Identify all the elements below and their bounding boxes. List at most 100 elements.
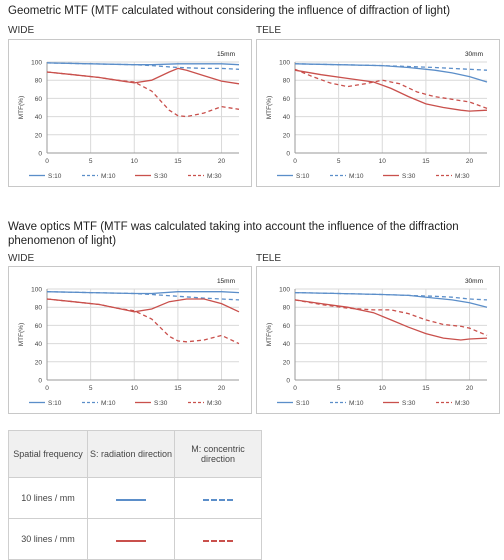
y-tick-label: 40	[283, 114, 291, 121]
tele-label-bottom: TELE	[256, 253, 282, 264]
series-line-m-10	[46, 291, 240, 301]
y-tick-label: 0	[286, 151, 290, 158]
legend-label: M:10	[101, 400, 116, 407]
x-tick-label: 20	[218, 385, 226, 392]
y-tick-label: 80	[35, 78, 43, 85]
legend-label: S:30	[154, 400, 168, 407]
wave-mtf-heading-line2: phenomenon of light)	[8, 235, 117, 247]
focal-length-label: 15mm	[217, 51, 235, 58]
y-tick-label: 60	[35, 323, 43, 330]
series-line-m-30	[46, 71, 240, 118]
legend-label: M:10	[349, 400, 364, 407]
series-line-m-30	[294, 299, 488, 336]
y-tick-label: 80	[283, 305, 291, 312]
concentric-30-swatch	[203, 540, 233, 542]
geometric-wide-chart: 0 20 40 60 80 100 0 5 10 15 20 MTF(%) 15mm S:10 M:10 S:…	[8, 39, 252, 187]
y-tick-label: 40	[35, 114, 43, 121]
y-axis-label: MTF(%)	[266, 96, 273, 119]
concentric-10-swatch	[203, 499, 233, 501]
wave-wide-chart: 0 20 40 60 80 100 0 5 10 15 20 MTF(%) 15mm S:10 M:10 S:…	[8, 266, 252, 414]
legend-swatch-cell	[87, 518, 175, 560]
legend-row-30: 30 lines / mm	[8, 518, 262, 560]
geometric-mtf-heading: Geometric MTF (MTF calculated without co…	[8, 5, 451, 17]
legend-label: S:10	[48, 400, 62, 407]
x-tick-label: 0	[45, 385, 49, 392]
y-tick-label: 60	[35, 96, 43, 103]
series-line-s-30	[46, 67, 240, 85]
focal-length-label: 30mm	[465, 278, 483, 285]
y-tick-label: 80	[35, 305, 43, 312]
legend-header-row: Spatial frequency S: radiation direction…	[8, 430, 262, 478]
y-tick-label: 0	[286, 378, 290, 385]
legend-row-label: 30 lines / mm	[8, 518, 88, 560]
radiation-10-swatch	[116, 499, 146, 501]
legend-label: M:30	[455, 400, 470, 407]
y-tick-label: 20	[35, 132, 43, 139]
legend-row-10: 10 lines / mm	[8, 477, 262, 519]
y-tick-label: 100	[31, 60, 42, 67]
tele-label-top: TELE	[256, 25, 282, 36]
y-tick-label: 0	[38, 378, 42, 385]
x-tick-label: 10	[131, 158, 139, 165]
header-concentric-direction: M: concentric direction	[174, 430, 262, 478]
y-tick-label: 20	[283, 132, 291, 139]
x-tick-label: 15	[422, 158, 430, 165]
geometric-tele-chart: 0 20 40 60 80 100 0 5 10 15 20 MTF(%) 30mm S:10 M:10 S:…	[256, 39, 500, 187]
y-tick-label: 20	[35, 359, 43, 366]
y-axis-label: MTF(%)	[266, 323, 273, 346]
x-tick-label: 10	[131, 385, 139, 392]
series-line-m-30	[294, 68, 488, 110]
legend-label: S:30	[402, 173, 416, 180]
y-tick-label: 60	[283, 323, 291, 330]
x-tick-label: 20	[218, 158, 226, 165]
legend-swatch-cell	[87, 477, 175, 519]
series-line-s-30	[46, 298, 240, 313]
x-tick-label: 0	[45, 158, 49, 165]
series-line-s-10	[294, 63, 488, 83]
y-tick-label: 80	[283, 78, 291, 85]
focal-length-label: 30mm	[465, 51, 483, 58]
series-line-m-10	[294, 291, 488, 301]
legend-label: M:10	[101, 173, 116, 180]
series-line-m-30	[46, 298, 240, 345]
focal-length-label: 15mm	[217, 278, 235, 285]
y-tick-label: 100	[279, 60, 290, 67]
series-line-m-10	[294, 63, 488, 71]
radiation-30-swatch	[116, 540, 146, 542]
y-tick-label: 60	[283, 96, 291, 103]
legend-swatch-cell	[174, 518, 262, 560]
x-tick-label: 20	[466, 158, 474, 165]
x-tick-label: 0	[293, 158, 297, 165]
line-legend-table: Spatial frequency S: radiation direction…	[8, 430, 262, 560]
legend-label: S:30	[154, 173, 168, 180]
x-tick-label: 10	[379, 158, 387, 165]
legend-label: S:30	[402, 400, 416, 407]
header-spatial-frequency: Spatial frequency	[8, 430, 88, 478]
x-tick-label: 15	[174, 385, 182, 392]
legend-label: M:10	[349, 173, 364, 180]
wave-mtf-heading-line1: Wave optics MTF (MTF was calculated taki…	[8, 221, 459, 233]
x-tick-label: 20	[466, 385, 474, 392]
y-tick-label: 100	[31, 287, 42, 294]
legend-label: M:30	[455, 173, 470, 180]
legend-label: S:10	[296, 400, 310, 407]
y-tick-label: 40	[35, 341, 43, 348]
legend-row-label: 10 lines / mm	[8, 477, 88, 519]
y-tick-label: 0	[38, 151, 42, 158]
wave-tele-chart: 0 20 40 60 80 100 0 5 10 15 20 MTF(%) 30mm S:10 M:10 S:…	[256, 266, 500, 414]
legend-label: M:30	[207, 173, 222, 180]
header-radiation-direction: S: radiation direction	[87, 430, 175, 478]
y-tick-label: 100	[279, 287, 290, 294]
y-axis-label: MTF(%)	[18, 323, 25, 346]
x-tick-label: 5	[337, 385, 341, 392]
wide-label-top: WIDE	[8, 25, 35, 36]
y-tick-label: 20	[283, 359, 291, 366]
x-tick-label: 10	[379, 385, 387, 392]
x-tick-label: 5	[89, 385, 93, 392]
wide-label-bottom: WIDE	[8, 253, 35, 264]
y-tick-label: 40	[283, 341, 291, 348]
series-line-s-30	[294, 69, 488, 112]
x-tick-label: 0	[293, 385, 297, 392]
series-line-s-30	[294, 299, 488, 341]
legend-label: S:10	[48, 173, 62, 180]
